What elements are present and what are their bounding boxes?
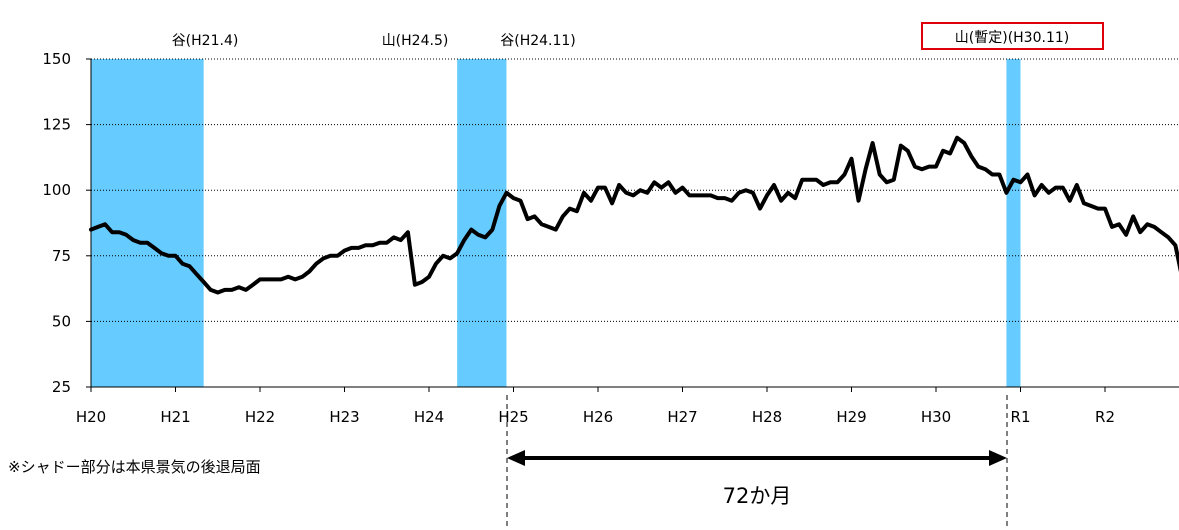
x-tick-label-H26: H26 (583, 408, 613, 426)
y-tick-label-25: 25 (52, 378, 71, 396)
x-tick-label-R2: R2 (1095, 408, 1115, 426)
trough-label-h24: 谷(H24.11) (500, 33, 576, 49)
y-tick-label-50: 50 (52, 312, 71, 330)
provisional-peak-box (921, 22, 1104, 50)
recession-shade-3 (1006, 59, 1021, 387)
span-arrow-head-left (507, 450, 525, 466)
shadow-note: ※シャドー部分は本県景気の後退局面 (8, 458, 261, 476)
x-tick-label-H23: H23 (329, 408, 359, 426)
axes (90, 59, 1179, 388)
x-tick-label-H24: H24 (414, 408, 444, 426)
x-tick-label-H28: H28 (752, 408, 782, 426)
trough-label-h21: 谷(H21.4) (172, 33, 239, 49)
span-arrow-head-right (989, 450, 1007, 466)
peak-label-h24: 山(H24.5) (382, 33, 449, 49)
x-tick-labels: H20 H21 H22 H23 H24 H25 H26 H27 H28 H29 H30 R1 R2 (76, 387, 1115, 426)
x-tick-label-H20: H20 (76, 408, 106, 426)
x-tick-label-H29: H29 (836, 408, 866, 426)
x-tick-label-H22: H22 (245, 408, 275, 426)
y-tick-label-150: 150 (42, 50, 71, 68)
recession-shade-1 (91, 59, 204, 387)
y-tick-label-100: 100 (42, 181, 71, 199)
x-tick-label-H27: H27 (667, 408, 697, 426)
series-layer (89, 135, 1179, 295)
horizontal-gridlines (91, 58, 1179, 322)
series-line-1 (89, 135, 1179, 295)
y-tick-label-75: 75 (52, 247, 71, 265)
recession-shades (91, 59, 1021, 387)
provisional-peak-label: 山(暫定)(H30.11) (955, 30, 1069, 46)
y-tick-labels: 25 50 75 100 125 150 (42, 50, 91, 396)
x-tick-label-R1: R1 (1011, 408, 1031, 426)
x-tick-label-H21: H21 (160, 408, 190, 426)
x-tick-label-H30: H30 (921, 408, 951, 426)
x-tick-label-H25: H25 (498, 408, 528, 426)
span-duration-label: 72か月 (723, 484, 792, 508)
recession-shade-2 (457, 59, 507, 387)
y-tick-label-125: 125 (42, 116, 71, 134)
